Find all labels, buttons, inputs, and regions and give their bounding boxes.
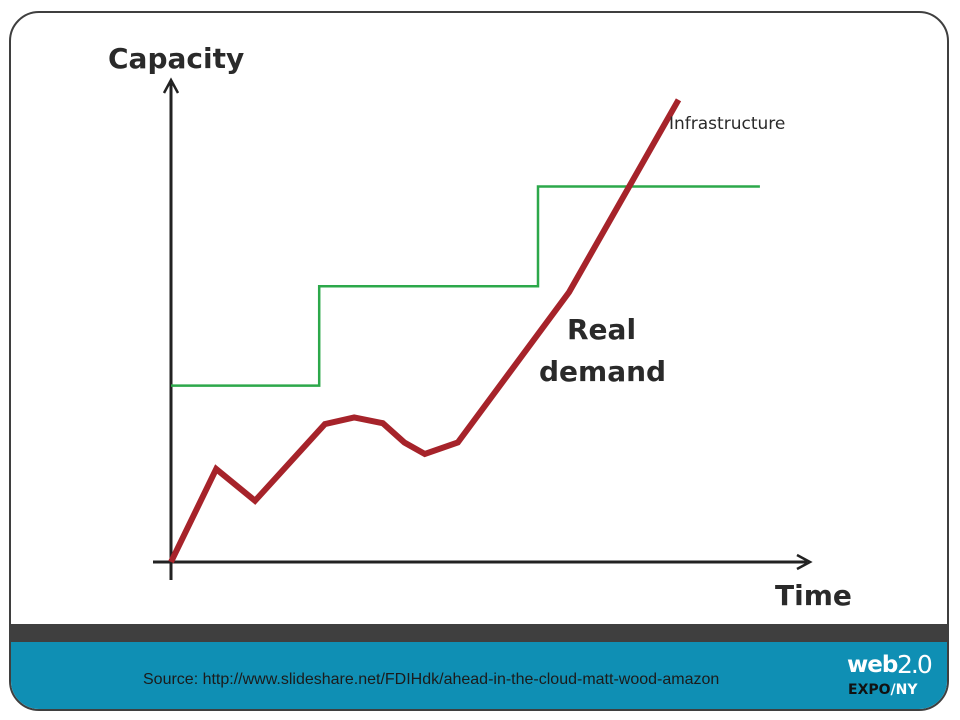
logo-expo-text: EXPO/NY	[848, 682, 918, 698]
footer-divider-band	[11, 624, 947, 642]
source-citation: Source: http://www.slideshare.net/FDIHdk…	[143, 671, 720, 688]
web2-expo-ny-logo: web 2.0 EXPO/NY	[847, 650, 937, 704]
y-axis-arrowhead	[162, 77, 180, 94]
series-line-real-demand	[168, 98, 682, 564]
series-label-real-demand-line1: Real	[567, 313, 636, 346]
slide: Capacity Time Infrastructure Real demand…	[9, 11, 949, 711]
x-axis-arrowhead	[796, 553, 813, 571]
series-layer	[168, 98, 760, 564]
chart-axes	[153, 77, 813, 580]
logo-web-text: web	[847, 652, 898, 678]
chart: Capacity Time Infrastructure Real demand	[108, 42, 852, 612]
series-label-real-demand-line2: demand	[539, 355, 666, 388]
series-label-infrastructure: Infrastructure	[669, 114, 785, 134]
logo-ny: NY	[895, 682, 918, 698]
series-label-real-demand: Real demand	[539, 313, 666, 388]
footer-bar: Source: http://www.slideshare.net/FDIHdk…	[11, 642, 947, 709]
x-axis-label: Time	[775, 579, 852, 612]
logo-slash: /	[890, 682, 896, 698]
logo-expo: EXPO	[848, 682, 891, 698]
series-line-infrastructure	[171, 185, 760, 387]
y-axis-label: Capacity	[108, 42, 244, 75]
logo-version-text: 2.0	[897, 650, 933, 679]
